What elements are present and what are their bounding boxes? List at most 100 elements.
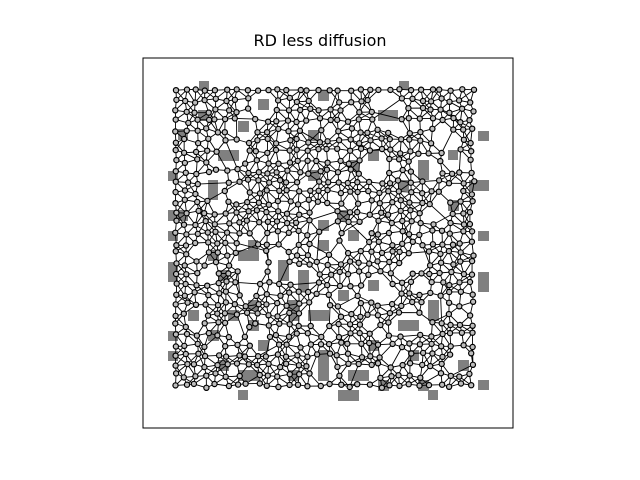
mesh-node	[276, 242, 281, 247]
mesh-node	[226, 335, 231, 340]
mesh-node	[286, 230, 291, 235]
mesh-node	[338, 191, 343, 196]
mesh-node	[335, 117, 340, 122]
mesh-node	[287, 148, 292, 153]
mesh-node	[348, 167, 353, 172]
mesh-node	[357, 219, 362, 224]
mesh-node	[266, 260, 271, 265]
mesh-node	[400, 241, 405, 246]
mesh-node	[440, 117, 445, 122]
mesh-node	[184, 382, 189, 387]
mesh-node	[205, 283, 210, 288]
mesh-node	[315, 199, 320, 204]
mesh-node	[173, 117, 178, 122]
mesh-node	[420, 98, 425, 103]
mesh-node	[461, 211, 466, 216]
mesh-node	[367, 179, 372, 184]
mesh-node	[173, 179, 178, 184]
mesh-node	[287, 95, 292, 100]
mesh-node	[295, 253, 300, 258]
mesh-node	[440, 331, 445, 336]
mesh-node	[316, 280, 321, 285]
mesh-node	[346, 219, 351, 224]
mesh-node	[407, 232, 412, 237]
mesh-node	[184, 252, 189, 257]
mesh-node	[237, 293, 242, 298]
mesh-node	[307, 218, 312, 223]
mesh-node	[253, 117, 258, 122]
mesh-node	[275, 352, 280, 357]
mesh-node	[298, 345, 303, 350]
mesh-node	[206, 331, 211, 336]
mesh-node	[247, 231, 252, 236]
mesh-node	[213, 260, 218, 265]
mesh-node	[204, 385, 209, 390]
mesh-node	[379, 210, 384, 215]
mesh-node	[448, 220, 453, 225]
mesh-node	[428, 364, 433, 369]
mesh-node	[326, 292, 331, 297]
mesh-node	[317, 229, 322, 234]
mesh-node	[254, 208, 259, 213]
mesh-node	[417, 310, 422, 315]
mesh-node	[234, 87, 239, 92]
mesh-node	[426, 151, 431, 156]
mesh-node	[417, 211, 422, 216]
mesh-node	[193, 240, 198, 245]
mesh-node	[298, 87, 303, 92]
mesh-node	[174, 218, 179, 223]
mesh-node	[235, 342, 240, 347]
mesh-node	[337, 238, 342, 243]
mesh-node	[379, 385, 384, 390]
mesh-node	[429, 189, 434, 194]
mesh-node	[247, 343, 252, 348]
mesh-node	[305, 158, 310, 163]
mesh-node	[400, 229, 405, 234]
mesh-node	[408, 279, 413, 284]
mesh-node	[296, 202, 301, 207]
mesh-node	[407, 137, 412, 142]
mesh-node	[234, 110, 239, 115]
mesh-node	[307, 262, 312, 267]
mesh-node	[173, 190, 178, 195]
mesh-node	[173, 321, 178, 326]
mesh-node	[467, 210, 472, 215]
mesh-node	[358, 301, 363, 306]
mesh-node	[370, 117, 375, 122]
mesh-node	[253, 149, 258, 154]
mesh-node	[277, 281, 282, 286]
mesh-node	[417, 292, 422, 297]
mesh-node	[418, 375, 423, 380]
mesh-node	[237, 179, 242, 184]
mesh-node	[316, 188, 321, 193]
mesh-node	[308, 188, 313, 193]
mesh-node	[409, 190, 414, 195]
mesh-node	[215, 303, 220, 308]
mesh-node	[390, 243, 395, 248]
grey-block	[428, 390, 438, 400]
mesh-node	[375, 342, 380, 347]
mesh-node	[375, 259, 380, 264]
mesh-node	[334, 353, 339, 358]
mesh-node	[236, 382, 241, 387]
grey-block	[448, 150, 458, 160]
mesh-node	[284, 361, 289, 366]
mesh-node	[254, 158, 259, 163]
mesh-node	[325, 283, 330, 288]
mesh-node	[338, 314, 343, 319]
mesh-node	[368, 138, 373, 143]
mesh-node	[215, 241, 220, 246]
mesh-node	[244, 218, 249, 223]
mesh-node	[408, 361, 413, 366]
mesh-node	[173, 353, 178, 358]
grey-block	[238, 390, 248, 400]
mesh-node	[288, 138, 293, 143]
mesh-node	[426, 383, 431, 388]
mesh-node	[365, 130, 370, 135]
mesh-node	[174, 371, 179, 376]
mesh-node	[304, 364, 309, 369]
mesh-node	[376, 87, 381, 92]
mesh-node	[247, 324, 252, 329]
mesh-node	[429, 99, 434, 104]
mesh-node	[406, 251, 411, 256]
